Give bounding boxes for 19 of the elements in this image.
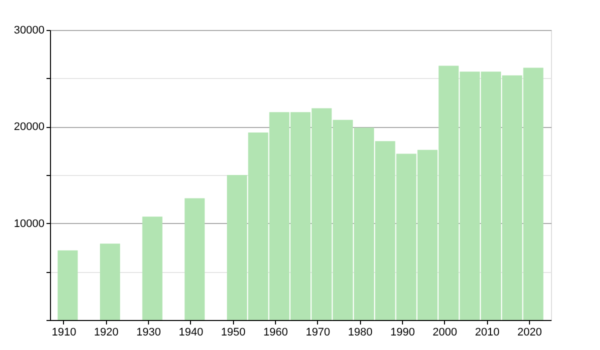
x-tick-label: 2020 (517, 326, 542, 338)
x-tick-label: 1980 (348, 326, 372, 338)
bar (58, 250, 78, 320)
x-tick-label: 1930 (136, 326, 161, 338)
x-tick-label: 2010 (475, 326, 500, 338)
x-tick-label: 1940 (178, 326, 204, 338)
y-tick-label: 30000 (14, 24, 44, 36)
bar (184, 198, 205, 320)
x-tick-label: 1920 (94, 326, 119, 338)
bar (100, 244, 120, 320)
x-tick-label: 1990 (390, 326, 415, 338)
x-tick-label: 1950 (221, 326, 246, 338)
bar (142, 216, 162, 320)
y-tick-label: 20000 (14, 121, 44, 134)
y-tick-label: 10000 (14, 218, 44, 230)
x-tick-label: 1910 (52, 326, 76, 338)
x-tick-label: 1960 (263, 326, 288, 338)
x-tick-label: 2000 (432, 326, 458, 338)
x-tick-label: 1970 (306, 326, 330, 338)
